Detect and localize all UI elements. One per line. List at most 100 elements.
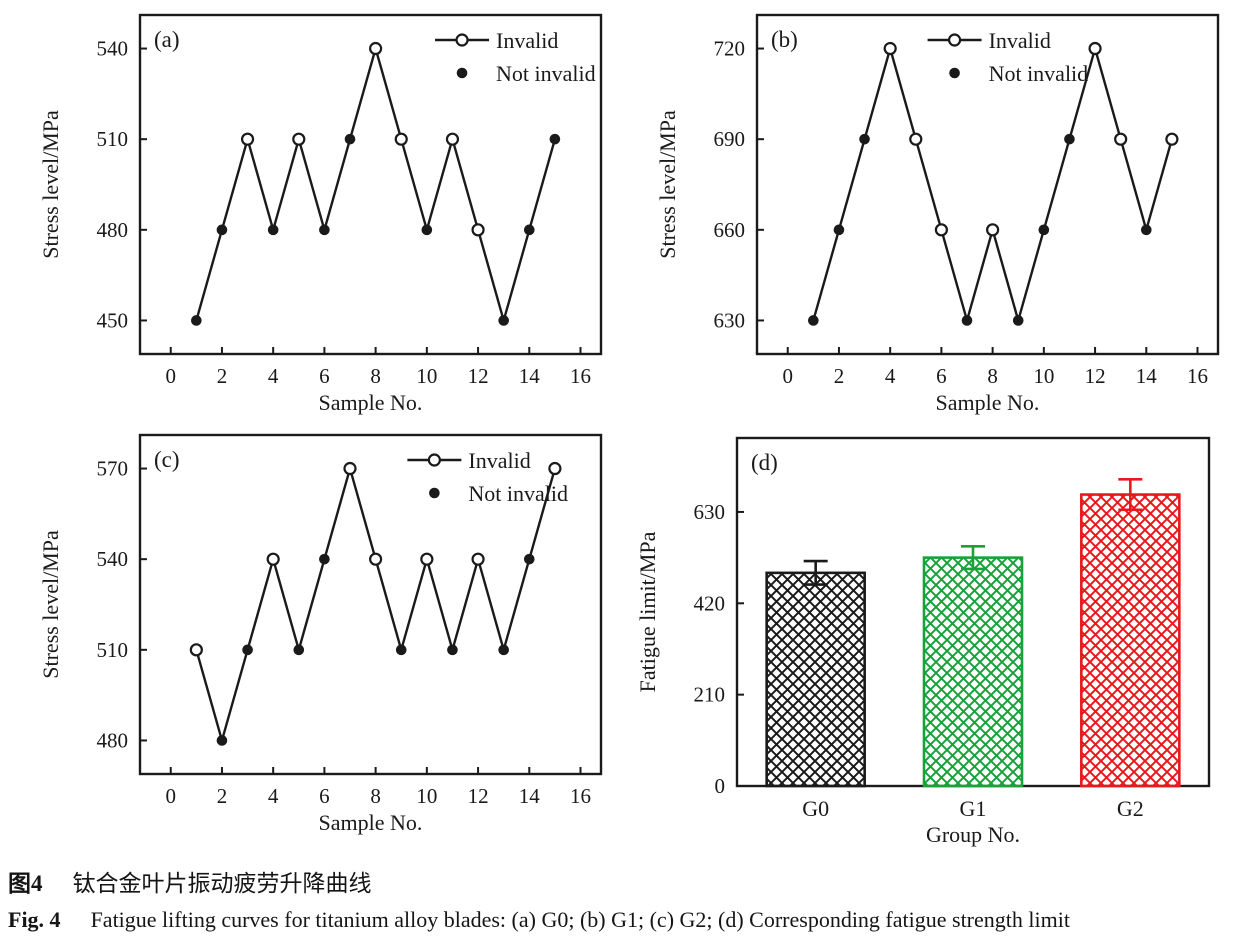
x-tick-label: 6 — [319, 364, 330, 388]
category-label-G0: G0 — [802, 796, 829, 821]
data-point-not-invalid — [523, 224, 535, 236]
legend-invalid-marker-icon — [455, 33, 469, 47]
data-point-not-invalid — [293, 644, 305, 656]
legend: Invalid Not invalid — [435, 28, 596, 86]
y-tick-label: 720 — [714, 37, 746, 61]
x-tick-label: 8 — [370, 784, 381, 808]
legend-not-invalid-label: Not invalid — [468, 481, 568, 506]
y-tick-label: 570 — [97, 457, 129, 481]
data-point-not-invalid — [447, 644, 458, 656]
x-axis-title: Sample No. — [319, 810, 423, 835]
y-tick-label: 420 — [694, 591, 726, 615]
category-label-G1: G1 — [960, 796, 987, 821]
plot-frame — [755, 13, 1220, 356]
data-point-invalid — [189, 643, 203, 657]
x-tick-label: 6 — [319, 784, 330, 808]
data-line — [812, 47, 1174, 322]
plot-frame — [138, 13, 603, 356]
x-tick-label: 0 — [165, 784, 176, 808]
x-tick-label: 14 — [1136, 364, 1158, 388]
data-point-invalid — [292, 132, 306, 146]
chart-b: (b) Sample No. Stress level/MPa 0 2 4 6 8 10 12 14… — [655, 13, 1220, 415]
data-point-not-invalid — [242, 644, 253, 656]
x-tick-label: 12 — [468, 364, 489, 388]
data-point-not-invalid — [1038, 224, 1050, 236]
data-point-invalid — [1088, 41, 1102, 56]
legend: Invalid Not invalid — [407, 448, 568, 506]
data-line — [195, 47, 557, 322]
x-tick-label: 2 — [217, 364, 228, 388]
error-bar-G0 — [803, 559, 828, 586]
data-point-invalid — [369, 41, 383, 56]
data-point-not-invalid — [808, 315, 819, 326]
y-axis-title: Stress level/MPa — [38, 110, 63, 259]
y-tick-label: 660 — [714, 218, 746, 242]
legend-invalid-marker-icon — [427, 453, 441, 467]
plot-frame — [138, 433, 603, 776]
panel-label: (b) — [771, 27, 798, 52]
x-axis-title: Sample No. — [936, 390, 1040, 415]
legend-invalid-label: Invalid — [468, 448, 530, 473]
data-point-not-invalid — [421, 224, 433, 236]
x-tick-label: 16 — [1187, 364, 1208, 388]
data-point-invalid — [471, 223, 485, 237]
bar-G0 — [765, 571, 866, 788]
y-tick-label: 210 — [694, 683, 726, 707]
category-label-G2: G2 — [1117, 796, 1144, 821]
x-tick-label: 2 — [217, 784, 228, 808]
data-point-not-invalid — [191, 315, 202, 326]
bar-G1 — [922, 556, 1024, 788]
panel-label: (d) — [751, 450, 778, 475]
legend-invalid-marker-icon — [947, 33, 962, 47]
x-tick-label: 10 — [416, 364, 437, 388]
legend-not-invalid-marker-icon — [949, 67, 960, 79]
caption-en-text: Fatigue lifting curves for titanium allo… — [90, 907, 1070, 932]
caption-chinese: 图4 钛合金叶片振动疲劳升降曲线 — [8, 864, 372, 898]
caption-en-label: Fig. 4 — [8, 907, 61, 932]
legend-not-invalid-marker-icon — [456, 67, 468, 79]
y-tick-label: 480 — [97, 728, 129, 752]
data-point-invalid — [240, 132, 255, 146]
data-point-not-invalid — [216, 735, 228, 746]
x-tick-label: 14 — [519, 784, 541, 808]
x-tick-label: 0 — [165, 364, 176, 388]
legend-not-invalid-label: Not invalid — [496, 61, 596, 86]
x-tick-label: 4 — [885, 364, 896, 388]
chart-c: (c) Sample No. Stress level/MPa 0 2 4 6 8 10 12 14… — [38, 433, 603, 835]
y-tick-label: 480 — [97, 218, 129, 242]
panel-label: (a) — [154, 27, 180, 52]
data-point-invalid — [394, 132, 408, 146]
x-axis-title: Sample No. — [319, 390, 423, 415]
y-axis-title: Stress level/MPa — [655, 110, 680, 259]
error-bar-G1 — [961, 545, 985, 571]
y-tick-label: 510 — [97, 638, 129, 662]
x-tick-label: 8 — [987, 364, 998, 388]
x-tick-label: 16 — [570, 364, 591, 388]
subplot-c: (c) Sample No. Stress level/MPa 0 2 4 6 8 10 12 14… — [0, 420, 616, 850]
x-tick-label: 14 — [519, 364, 541, 388]
data-point-not-invalid — [498, 315, 509, 326]
data-point-invalid — [471, 552, 485, 566]
chart-d: (d) Group No. Fatigue limit/MPa 0 210 420 630 G… — [635, 436, 1211, 847]
data-point-not-invalid — [344, 133, 356, 145]
x-tick-label: 8 — [370, 364, 381, 388]
data-point-not-invalid — [498, 644, 509, 656]
data-point-not-invalid — [1012, 315, 1024, 326]
x-tick-label: 10 — [1033, 364, 1054, 388]
subplot-a: (a) Sample No. Stress level/MPa 0 2 4 6 8 10 12 14… — [0, 0, 616, 430]
legend-invalid-label: Invalid — [989, 28, 1051, 53]
legend-not-invalid-marker-icon — [429, 487, 440, 499]
data-line — [195, 467, 557, 742]
data-point-not-invalid — [319, 224, 330, 236]
y-tick-label: 510 — [97, 127, 129, 151]
y-tick-label: 630 — [694, 500, 726, 524]
x-tick-label: 4 — [268, 364, 279, 388]
x-axis-title: Group No. — [926, 822, 1020, 847]
x-tick-label: 6 — [936, 364, 947, 388]
x-tick-label: 10 — [416, 784, 437, 808]
legend-not-invalid-label: Not invalid — [989, 61, 1089, 86]
data-point-invalid — [548, 461, 562, 476]
x-tick-label: 12 — [1085, 364, 1106, 388]
x-tick-label: 16 — [570, 784, 591, 808]
subplot-d: (d) Group No. Fatigue limit/MPa 0 210 420 630 G… — [617, 420, 1233, 850]
